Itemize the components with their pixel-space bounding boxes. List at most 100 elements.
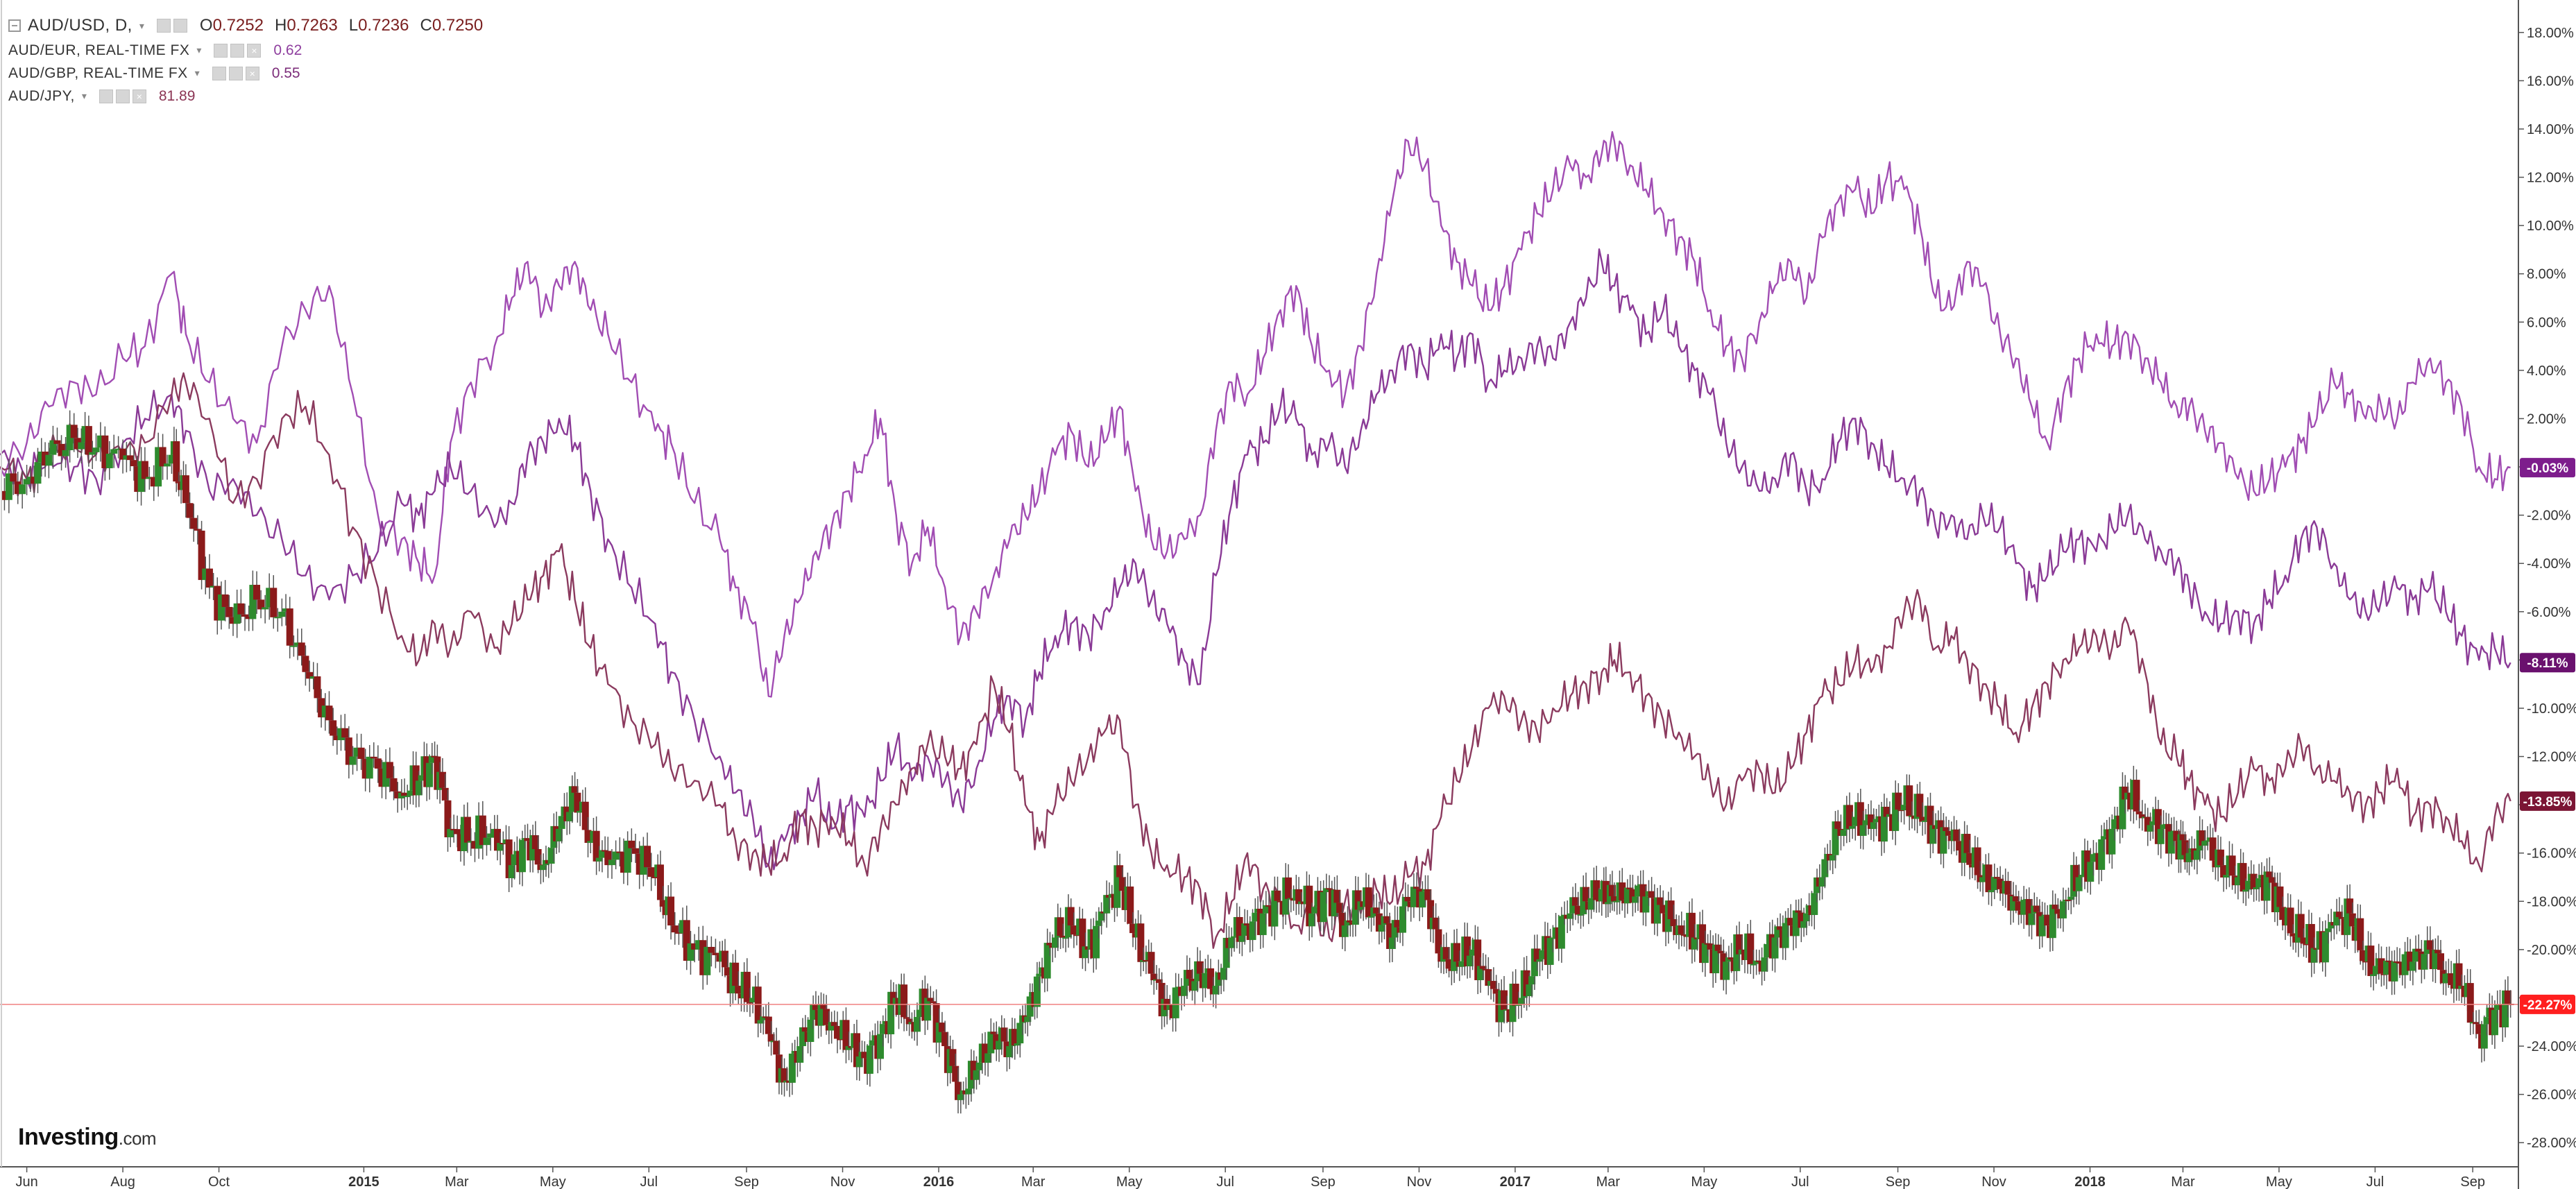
candle-body	[1966, 853, 1974, 865]
candle	[2344, 884, 2351, 950]
candle-body	[1501, 990, 1508, 1010]
candle-body	[990, 1032, 998, 1034]
candle	[341, 714, 349, 751]
legend-symbol: AUD/JPY,	[8, 87, 75, 104]
settings-icon[interactable]	[156, 19, 171, 33]
candle	[1701, 930, 1709, 977]
candle	[1252, 898, 1259, 936]
candle	[604, 837, 612, 878]
candle	[2401, 941, 2409, 989]
value-badge: -22.27%	[2520, 994, 2575, 1014]
candle-body	[2090, 854, 2097, 862]
candle	[266, 573, 273, 620]
candle	[493, 814, 501, 861]
candle-body	[2333, 912, 2341, 926]
candle	[270, 575, 278, 629]
collapse-legend-icon[interactable]	[8, 19, 21, 32]
candle-body	[924, 998, 932, 1021]
x-tick-label: Nov	[1981, 1174, 2006, 1189]
candle-body	[1059, 936, 1067, 938]
candle	[2378, 946, 2385, 987]
legend-row-aud-jpy[interactable]: AUD/JPY, ▾ × 81.89	[8, 85, 494, 108]
candle-body	[370, 756, 377, 759]
candle-body	[1777, 926, 1784, 930]
visibility-icon[interactable]	[173, 19, 187, 33]
candle-body	[1750, 964, 1757, 966]
candle	[540, 853, 547, 882]
candle-body	[1929, 825, 1937, 844]
candle-body	[1476, 966, 1484, 980]
candle	[1906, 774, 1913, 830]
candle	[869, 1030, 876, 1060]
series-line-aud-eur[interactable]	[0, 131, 2511, 698]
candle	[202, 556, 210, 594]
candle-body	[1492, 989, 1500, 994]
candle-body	[1082, 946, 1089, 959]
candle-body	[205, 568, 213, 588]
chevron-down-icon[interactable]: ▾	[81, 90, 87, 101]
candle	[2075, 864, 2083, 905]
series-line-aud-jpy[interactable]	[0, 372, 2511, 949]
candle-body	[869, 1040, 876, 1046]
candle	[2098, 825, 2106, 882]
candle-body	[938, 1023, 946, 1032]
candle	[905, 1004, 913, 1036]
y-tick-label: 6.00%	[2527, 315, 2566, 330]
candle-body	[2348, 913, 2356, 927]
candle-body	[905, 1018, 913, 1025]
candle-body	[1626, 887, 1634, 889]
candle-body	[1549, 937, 1557, 939]
candle	[2391, 950, 2398, 995]
close-icon[interactable]: ×	[247, 43, 262, 58]
candle	[1845, 792, 1853, 843]
y-tick-label: 2.00%	[2527, 411, 2566, 427]
close-icon[interactable]: ×	[132, 89, 146, 103]
candle	[5, 459, 12, 513]
candle-body	[1014, 1043, 1021, 1046]
candle-body	[1648, 891, 1655, 898]
candle-body	[1653, 897, 1661, 924]
candle-body	[913, 1017, 921, 1032]
candle-body	[1774, 926, 1782, 938]
candle	[2432, 938, 2439, 984]
x-tick-label: May	[2266, 1174, 2292, 1189]
visibility-icon[interactable]	[115, 89, 130, 103]
legend-row-aud-usd[interactable]: AUD/USD, D, ▾ O0.7252 H0.7263 L0.7236 C0…	[8, 12, 494, 39]
candle-body	[1892, 792, 1900, 831]
visibility-icon[interactable]	[230, 43, 245, 58]
candle-body	[699, 940, 707, 975]
candle	[66, 410, 74, 463]
candle	[781, 1058, 788, 1097]
visibility-icon[interactable]	[228, 66, 243, 80]
settings-icon[interactable]	[99, 89, 113, 103]
candle-body	[574, 792, 581, 813]
candle-body	[2391, 961, 2398, 982]
candle	[1011, 1018, 1018, 1060]
candle-body	[1602, 880, 1610, 905]
candle	[2300, 928, 2308, 957]
candle-body	[973, 1070, 980, 1080]
candle-body	[382, 762, 390, 787]
candle-body	[1186, 970, 1193, 979]
candle-body	[2409, 961, 2416, 971]
candle-body	[357, 747, 365, 759]
settings-icon[interactable]	[212, 66, 226, 80]
candle-body	[930, 1001, 937, 1004]
legend-symbol: AUD/EUR, REAL-TIME FX	[8, 42, 190, 58]
close-icon[interactable]: ×	[245, 66, 259, 80]
chevron-down-icon[interactable]: ▾	[139, 19, 144, 31]
candle-body	[691, 943, 699, 950]
candle	[2154, 800, 2162, 855]
settings-icon[interactable]	[214, 43, 228, 58]
candle	[96, 422, 104, 462]
legend-row-aud-eur[interactable]: AUD/EUR, REAL-TIME FX ▾ × 0.62	[8, 39, 494, 62]
candle	[608, 849, 615, 879]
chevron-down-icon[interactable]: ▾	[196, 44, 202, 55]
candle-body	[2308, 924, 2315, 963]
chevron-down-icon[interactable]: ▾	[194, 67, 200, 78]
series-line-aud-gbp[interactable]	[0, 248, 2511, 871]
legend-row-aud-gbp[interactable]: AUD/GBP, REAL-TIME FX ▾ × 0.55	[8, 62, 494, 85]
candle-body	[505, 839, 513, 878]
candle-body	[1660, 905, 1667, 914]
